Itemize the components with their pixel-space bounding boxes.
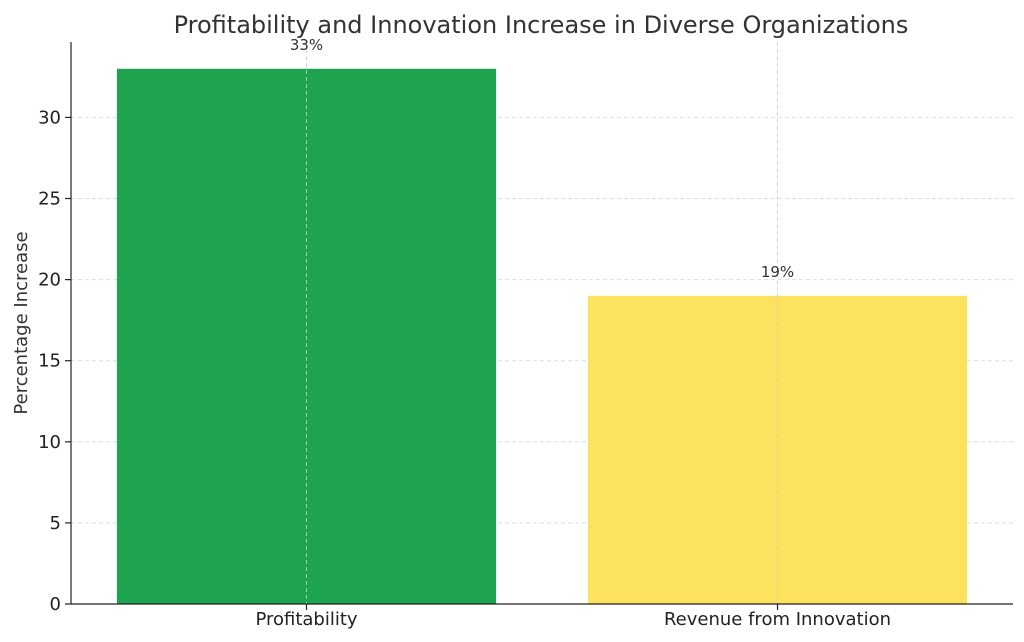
data-labels: 33% 19% [290,36,794,281]
x-tick-label: Revenue from Innovation [664,609,891,630]
y-axis-label: Percentage Increase [11,231,32,414]
x-ticks: Profitability Revenue from Innovation [255,604,891,630]
y-ticks: 0 5 10 15 20 25 30 [38,107,71,615]
bars [116,68,968,604]
data-label-1: 19% [761,263,794,281]
y-tick-label: 30 [38,107,61,128]
y-tick-label: 25 [38,189,61,210]
data-label-0: 33% [290,36,323,54]
y-tick-label: 10 [38,432,61,453]
y-tick-label: 15 [38,351,61,372]
y-tick-label: 5 [50,513,61,534]
y-tick-label: 20 [38,270,61,291]
x-tick-label: Profitability [255,609,357,630]
vertical-gridlines [306,42,778,604]
chart-title: Profitability and Innovation Increase in… [174,11,909,39]
y-tick-label: 0 [50,594,61,615]
